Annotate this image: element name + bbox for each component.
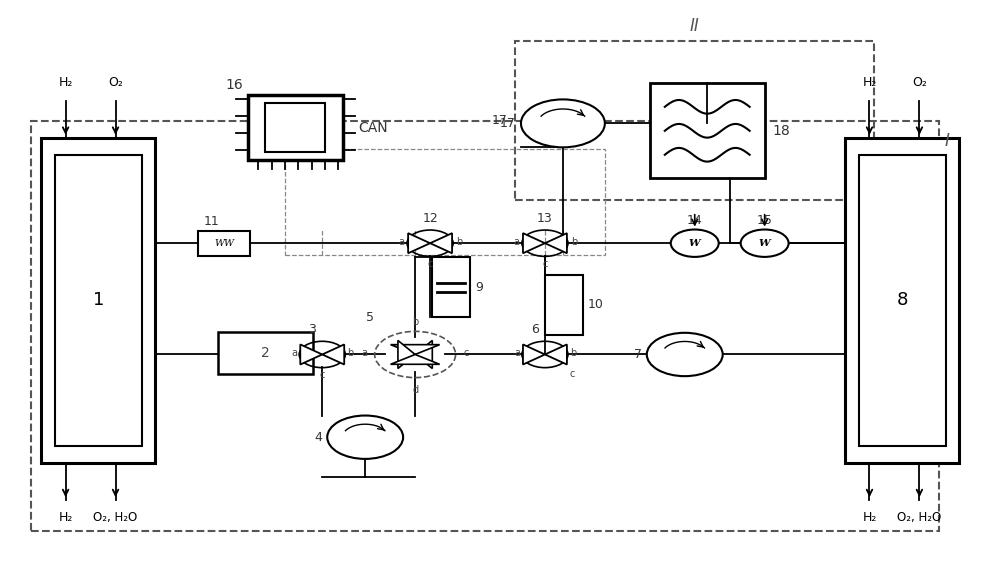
Text: b: b (571, 237, 577, 247)
Polygon shape (322, 344, 344, 364)
Text: 12: 12 (422, 212, 438, 225)
Text: a: a (514, 348, 520, 358)
Circle shape (647, 333, 723, 376)
Text: b: b (570, 348, 576, 358)
Bar (545, 275, 583, 335)
Polygon shape (430, 233, 452, 253)
Polygon shape (523, 344, 545, 364)
Text: 13: 13 (537, 212, 553, 225)
Bar (515, 41, 874, 200)
Text: O₂, H₂O: O₂, H₂O (897, 511, 942, 525)
Text: c: c (427, 259, 433, 269)
Text: c: c (320, 371, 325, 380)
Polygon shape (391, 345, 440, 355)
Text: c: c (463, 348, 468, 358)
Text: 16: 16 (226, 78, 243, 92)
Text: 7: 7 (634, 348, 642, 361)
Text: 14: 14 (687, 214, 703, 227)
Text: a: a (513, 237, 519, 247)
Circle shape (521, 100, 605, 148)
Text: 1: 1 (93, 291, 104, 309)
Circle shape (671, 229, 719, 257)
Polygon shape (391, 355, 440, 364)
Bar (859, 155, 946, 446)
Text: O₂: O₂ (912, 76, 927, 89)
Text: b: b (412, 317, 418, 327)
Text: CAN: CAN (358, 121, 388, 134)
Text: H₂: H₂ (58, 76, 73, 89)
Text: 6: 6 (531, 323, 539, 336)
Polygon shape (545, 233, 567, 253)
Text: 9: 9 (475, 281, 483, 294)
Text: O₂, H₂O: O₂, H₂O (93, 511, 138, 525)
Text: b: b (456, 237, 462, 247)
Text: c: c (542, 259, 548, 269)
Text: I: I (944, 132, 949, 150)
Text: 17: 17 (492, 114, 508, 127)
Text: 5: 5 (366, 311, 374, 324)
Bar (41, 138, 155, 463)
Text: WW: WW (214, 239, 234, 248)
Circle shape (741, 229, 789, 257)
Text: 17: 17 (500, 117, 516, 130)
Text: 2: 2 (261, 346, 270, 360)
Bar (218, 332, 313, 375)
Bar (845, 138, 959, 463)
Polygon shape (300, 344, 322, 364)
Text: b: b (347, 348, 353, 358)
Text: H₂: H₂ (58, 511, 73, 525)
Text: H₂: H₂ (862, 76, 877, 89)
Text: 3: 3 (308, 323, 316, 336)
Text: W: W (759, 239, 770, 248)
Text: 11: 11 (204, 215, 219, 228)
Text: H₂: H₂ (862, 511, 877, 525)
Text: 18: 18 (773, 124, 790, 137)
Text: 4: 4 (314, 431, 322, 444)
Text: c: c (570, 369, 575, 379)
Text: 10: 10 (588, 298, 604, 311)
Text: a: a (361, 348, 367, 358)
Text: a: a (398, 237, 404, 247)
Polygon shape (545, 344, 567, 364)
Bar (265, 104, 325, 152)
Bar (31, 121, 939, 531)
Text: 15: 15 (757, 214, 773, 227)
Bar (198, 231, 250, 256)
Polygon shape (398, 340, 415, 368)
Text: d: d (412, 386, 418, 395)
Text: 8: 8 (897, 291, 908, 309)
Polygon shape (415, 340, 432, 368)
Circle shape (327, 415, 403, 459)
Text: II: II (690, 17, 700, 35)
Polygon shape (523, 233, 545, 253)
Polygon shape (408, 233, 430, 253)
Bar (248, 95, 343, 161)
Bar (55, 155, 142, 446)
Text: a: a (291, 348, 297, 358)
Bar (650, 84, 765, 177)
Bar (432, 257, 470, 317)
Text: O₂: O₂ (108, 76, 123, 89)
Text: W: W (689, 239, 701, 248)
Bar (285, 149, 605, 255)
